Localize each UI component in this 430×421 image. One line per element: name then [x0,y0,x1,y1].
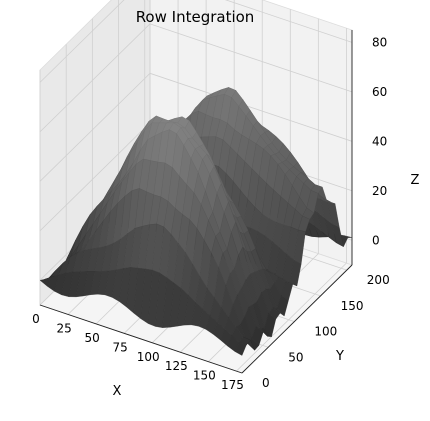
z-gridline-side [39,73,151,182]
y-tick-label: 50 [288,350,303,364]
z-gridline-side [39,0,125,83]
x-tick-label: 25 [56,321,71,335]
x-tick-label: 0 [32,312,40,326]
y-tick-label: 0 [262,376,270,390]
z-gridline-side [39,122,151,232]
z-gridline-back [149,72,353,142]
y-tick-label: 100 [314,325,337,339]
surface-face [234,342,247,356]
z-gridline-side [39,23,151,133]
z-gridline-back [149,23,353,93]
x-tick-label: 175 [221,378,244,392]
z-tick-label: 40 [372,134,387,148]
x-tick-label: 50 [84,331,99,345]
axis-lines [39,30,353,374]
y-axis-line [241,264,353,374]
x-gridline-floor [236,262,347,372]
z-tick-label: 0 [372,233,380,247]
x-tick-label: 100 [137,350,160,364]
x-tick-label: 75 [113,340,128,354]
chart-title: Row Integration [136,8,255,26]
x-axis-line [39,304,243,374]
z-axis-label: Z [411,173,420,188]
y-tick-label: 200 [367,273,390,287]
z-tick-label: 20 [372,184,387,198]
z-gridline-back [224,0,353,43]
x-tick-label: 150 [193,369,216,383]
y-tick-label: 150 [341,299,364,313]
z-tick-label: 80 [372,35,387,49]
x-tick-label: 125 [165,359,188,373]
surface-mesh [39,87,353,356]
x-axis-label: X [113,384,122,399]
z-tick-label: 60 [372,85,387,99]
y-axis-label: Y [335,349,344,364]
